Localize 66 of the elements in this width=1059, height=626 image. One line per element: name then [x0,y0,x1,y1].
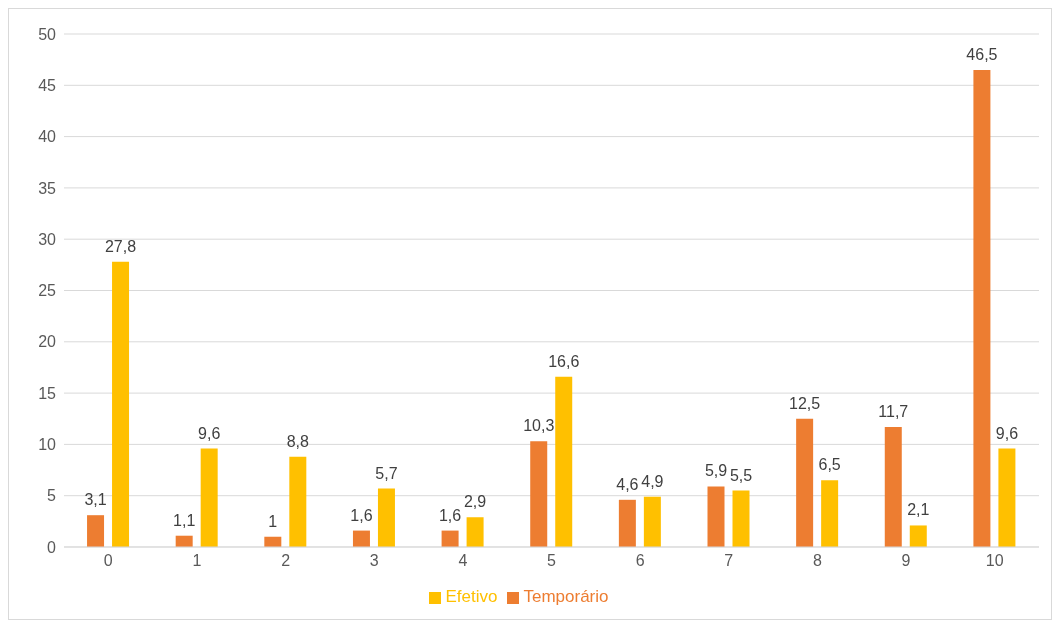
y-tick-label: 25 [38,282,57,300]
bar [441,530,459,547]
x-tick-label: 5 [547,552,557,570]
bar [530,441,548,547]
y-tick-label: 40 [38,128,57,146]
data-label: 2,9 [463,493,487,511]
data-label: 27,8 [104,237,137,255]
data-label: 46,5 [966,45,998,63]
legend-label: Efetivo [445,587,498,606]
data-label: 5,7 [375,464,398,482]
bar [112,261,130,547]
data-label: 1,6 [438,506,462,524]
data-label: 5,5 [729,466,753,484]
bar [377,488,395,547]
x-tick-label: 1 [192,552,202,570]
data-label: 8,8 [286,432,310,450]
bar [821,480,839,547]
data-label: 3,1 [84,491,107,509]
data-label: 16,6 [548,352,580,370]
y-tick-label: 45 [38,76,57,94]
bar [732,490,750,547]
data-label: 11,7 [878,402,909,420]
bar [200,448,218,547]
bar [289,456,307,547]
data-label: 5,9 [704,462,728,480]
y-tick-label: 15 [38,384,57,402]
x-tick-label: 9 [901,552,911,570]
data-label: 9,6 [995,424,1019,442]
x-tick-label: 6 [635,552,645,570]
bar [618,499,636,547]
y-tick-label: 10 [38,436,57,454]
bar [884,426,902,547]
x-tick-label: 4 [458,552,468,570]
bar [998,448,1016,547]
data-label: 4,6 [616,475,639,493]
bar [973,69,991,547]
data-label: 1,6 [350,506,373,524]
data-label: 6,5 [818,456,841,474]
data-label: 1,1 [173,511,196,529]
bar [466,517,484,547]
y-tick-label: 35 [38,179,57,197]
x-tick-label: 3 [369,552,379,570]
bar [909,525,927,547]
x-tick-label: 8 [812,552,822,570]
bar [555,376,573,547]
bar [796,418,814,547]
y-tick-label: 0 [47,538,57,556]
x-tick-label: 2 [281,552,291,570]
y-tick-label: 50 [38,25,57,43]
y-tick-label: 30 [38,230,57,248]
bar [643,496,661,547]
x-tick-label: 7 [724,552,734,570]
data-label: 4,9 [641,472,664,490]
bar [352,530,370,547]
y-tick-label: 5 [47,487,57,505]
data-label: 2,1 [907,501,930,519]
legend-label: Temporário [523,587,609,606]
data-label: 1 [268,512,278,530]
y-tick-label: 20 [38,333,57,351]
data-label: 10,3 [523,417,555,435]
bar [707,486,725,547]
bar [87,515,105,547]
x-tick-label: 0 [103,552,113,570]
data-label: 12,5 [789,394,821,412]
x-tick-label: 10 [985,552,1004,570]
data-label: 9,6 [198,424,221,442]
